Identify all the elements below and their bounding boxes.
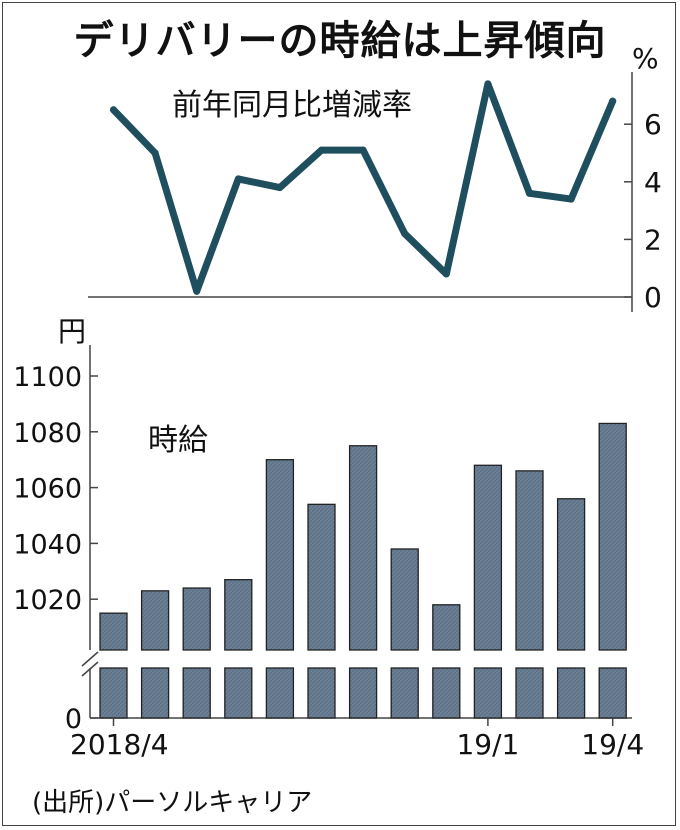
bar-lower-segment bbox=[598, 667, 627, 719]
bar-lower-segment bbox=[224, 667, 253, 719]
bar-y-tick-label: 1080 bbox=[13, 418, 82, 449]
bar bbox=[182, 587, 211, 651]
bar bbox=[307, 503, 336, 651]
line-point bbox=[609, 97, 617, 105]
bar-lower-segment bbox=[140, 667, 170, 719]
bar-lower-segment bbox=[182, 667, 211, 719]
bar-lower-segment bbox=[473, 667, 503, 719]
line-unit: % bbox=[632, 42, 659, 75]
bar bbox=[265, 459, 295, 651]
line-y-tick-label: 2 bbox=[644, 223, 662, 256]
line-series bbox=[110, 80, 617, 295]
source-note: (出所)パーソルキャリア bbox=[32, 788, 313, 818]
bar-lower-segment bbox=[515, 667, 544, 719]
bar bbox=[348, 445, 378, 651]
bar-lower-segment bbox=[99, 667, 128, 719]
bar bbox=[473, 464, 503, 651]
line-y-tick-label: 6 bbox=[644, 108, 662, 141]
bar-y-tick-label: 1020 bbox=[13, 585, 82, 616]
bar bbox=[515, 470, 544, 651]
line-y-tick-label: 0 bbox=[644, 281, 662, 314]
line-point bbox=[484, 80, 492, 88]
line-point bbox=[276, 184, 284, 192]
bar-y-tick-label: 1100 bbox=[13, 362, 82, 393]
line-point bbox=[151, 149, 159, 157]
bar-y-tick-label: 0 bbox=[65, 704, 82, 735]
bar-lower-segment bbox=[556, 667, 586, 719]
bar-lower-segment bbox=[390, 667, 419, 719]
line-point bbox=[234, 175, 242, 183]
bar-lower-segment bbox=[348, 667, 378, 719]
bar bbox=[224, 579, 253, 651]
axis-break-mark bbox=[81, 661, 99, 677]
bar bbox=[598, 422, 627, 651]
bar-chart-title: 時給 bbox=[148, 423, 208, 458]
line-chart: 6 4 2 0 bbox=[88, 72, 662, 314]
line-y-tick-label: 4 bbox=[644, 166, 662, 199]
bar-lower-segment bbox=[307, 667, 336, 719]
bar-y-tick-label: 1060 bbox=[13, 474, 82, 505]
bar-y-tick-label: 1040 bbox=[13, 529, 82, 560]
bar-lower-segment bbox=[432, 667, 461, 719]
bar-x-tick-label: 2018/4 bbox=[70, 728, 169, 761]
line-point bbox=[359, 146, 367, 154]
line-point bbox=[442, 270, 450, 278]
line-chart-title: 前年同月比増減率 bbox=[172, 88, 412, 123]
bar bbox=[140, 590, 170, 651]
line-point bbox=[526, 189, 533, 197]
axis-break-mark bbox=[81, 651, 99, 667]
bar bbox=[556, 498, 586, 651]
bar-x-tick-label: 19/1 bbox=[456, 728, 519, 761]
line-point bbox=[110, 106, 117, 114]
bar-x-tick-label: 19/4 bbox=[581, 728, 644, 761]
bar-lower-segment bbox=[265, 667, 295, 719]
bar bbox=[432, 604, 461, 651]
line-point bbox=[193, 287, 201, 295]
bar bbox=[390, 548, 419, 651]
line-point bbox=[567, 195, 575, 203]
chart-title: デリバリーの時給は上昇傾向 bbox=[73, 18, 607, 64]
bar-unit: 円 bbox=[58, 315, 87, 348]
line-point bbox=[401, 230, 409, 238]
line-point bbox=[318, 146, 325, 154]
bar bbox=[99, 612, 128, 651]
